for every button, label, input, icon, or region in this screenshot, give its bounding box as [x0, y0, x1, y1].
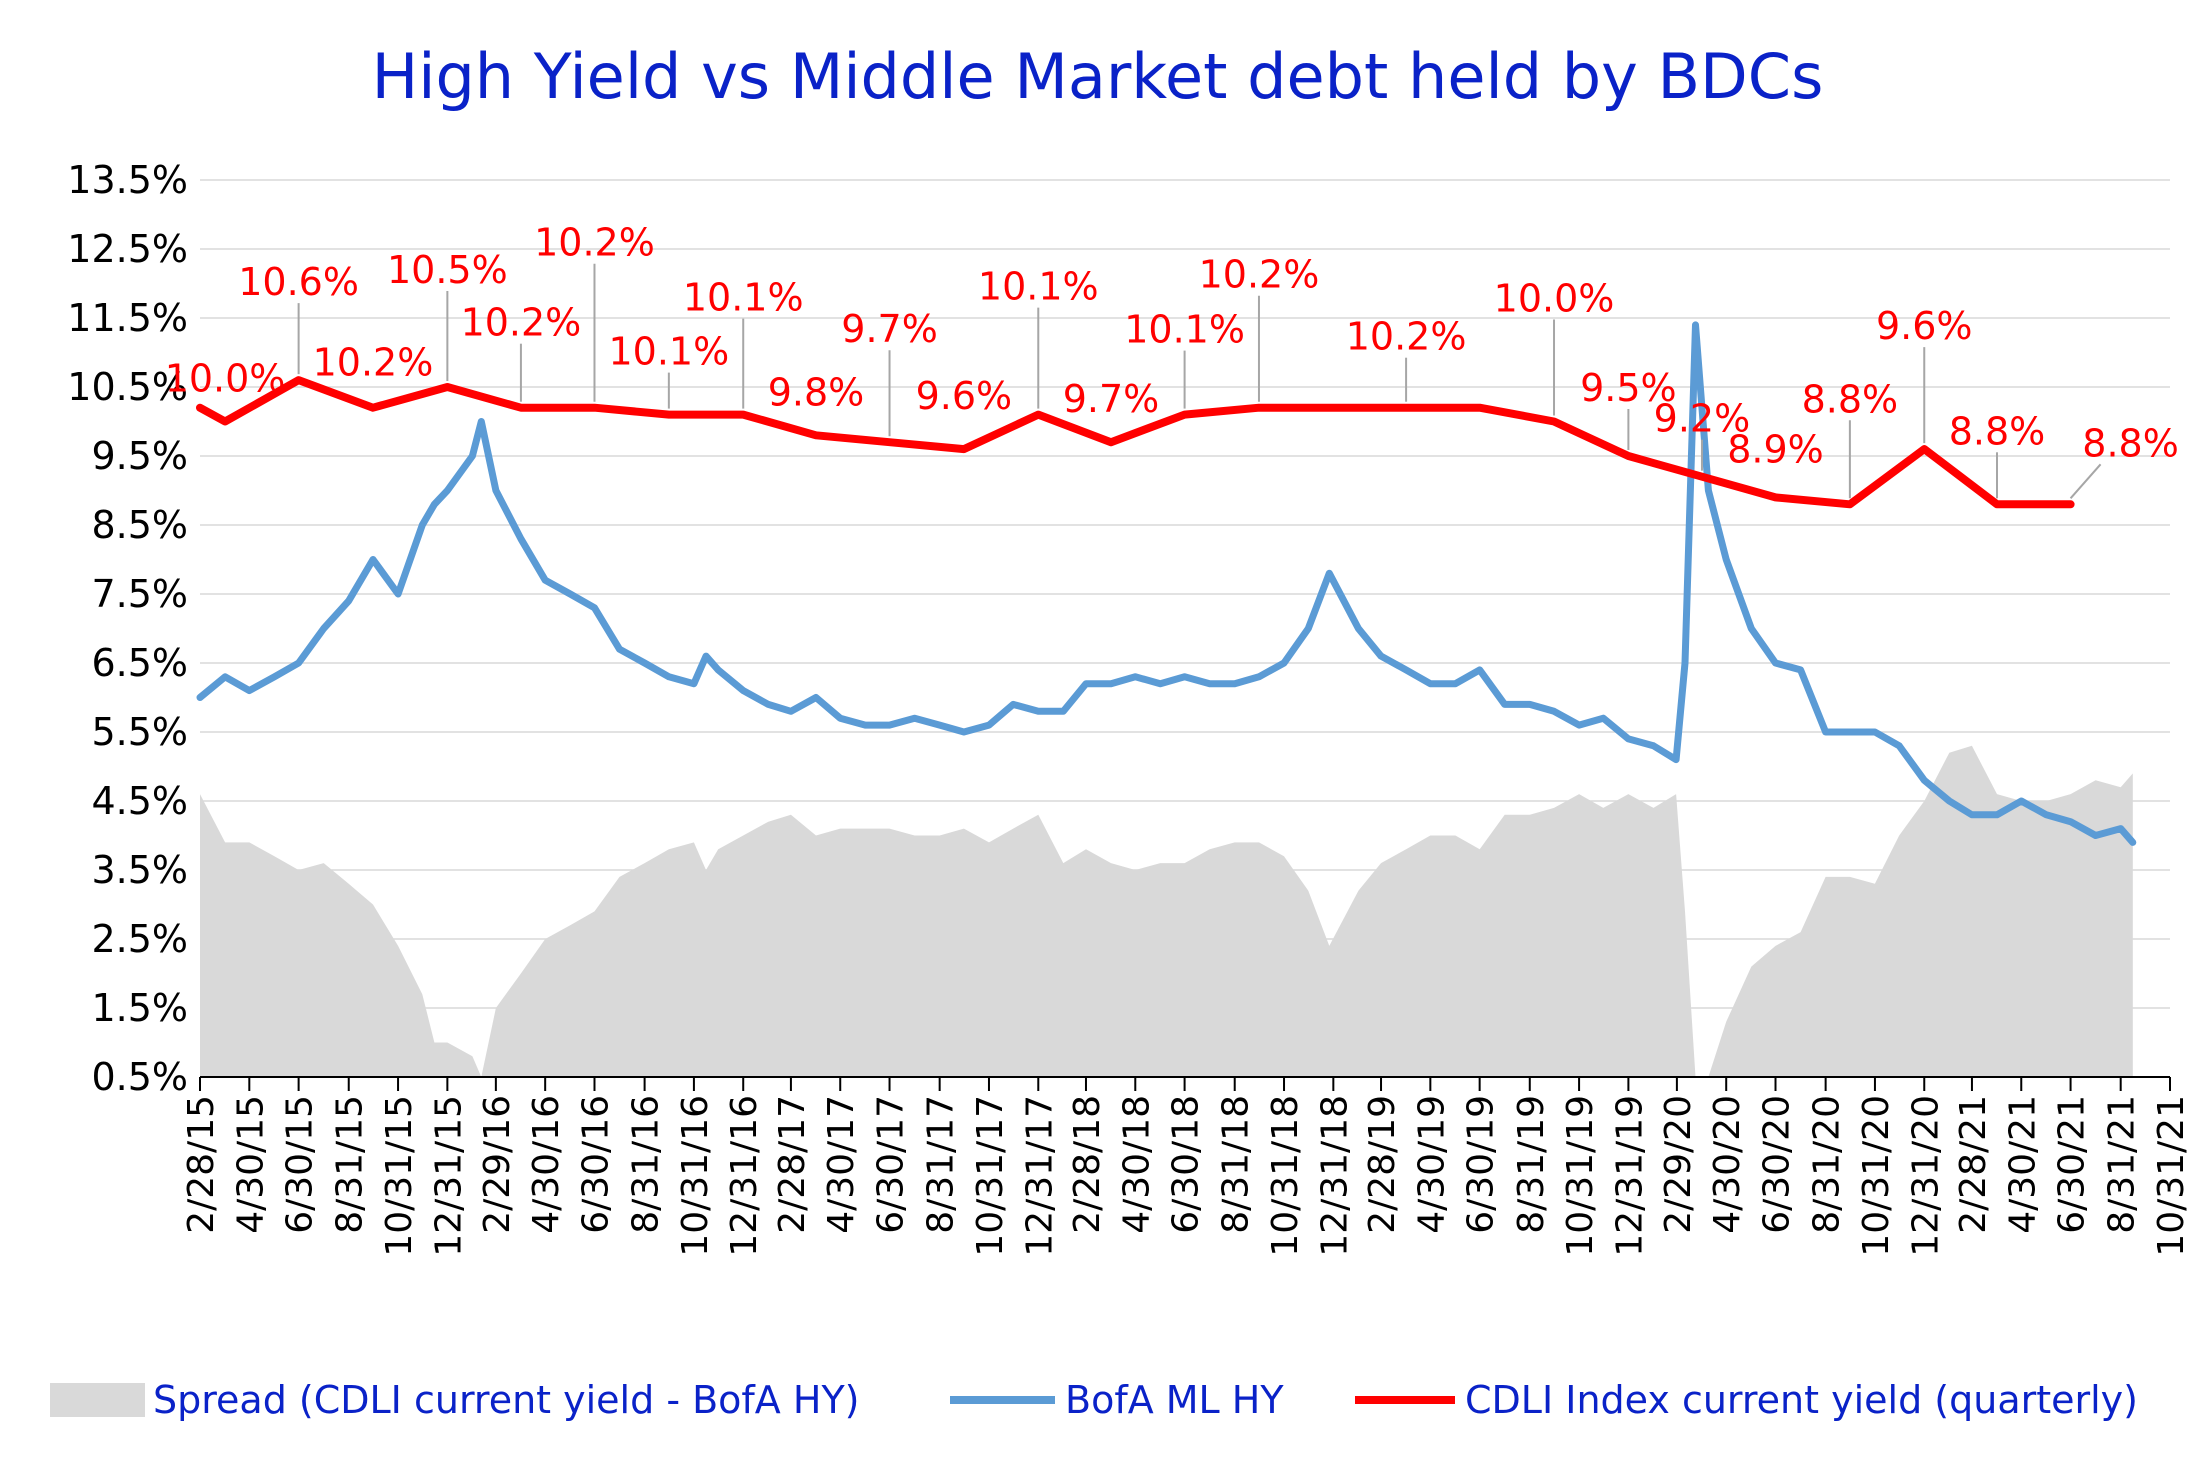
legend-swatch-cdli	[1355, 1396, 1455, 1404]
cdli-data-label: 10.6%	[238, 260, 359, 304]
cdli-data-label: 8.8%	[1949, 409, 2046, 453]
cdli-data-label: 9.6%	[916, 374, 1013, 418]
x-tick-label: 4/30/18	[1116, 1095, 1157, 1234]
cdli-data-label: 10.1%	[608, 330, 729, 374]
cdli-data-label: 10.0%	[1494, 277, 1615, 321]
cdli-data-label: 8.8%	[2082, 421, 2179, 465]
x-tick-label: 2/29/16	[477, 1095, 518, 1234]
x-tick-label: 2/28/21	[1953, 1095, 1994, 1234]
x-tick-label: 12/31/17	[1019, 1095, 1060, 1257]
y-tick-label: 12.5%	[67, 227, 188, 271]
chart-title: High Yield vs Middle Market debt held by…	[371, 40, 1824, 113]
legend-swatch-hy	[950, 1396, 1055, 1404]
x-tick-label: 8/31/19	[1511, 1095, 1552, 1234]
cdli-data-label: 10.0%	[165, 357, 286, 401]
y-tick-label: 4.5%	[91, 779, 188, 823]
x-tick-label: 6/30/17	[871, 1095, 912, 1234]
x-tick-label: 12/31/20	[1905, 1095, 1946, 1257]
x-tick-label: 8/31/21	[2102, 1095, 2143, 1234]
x-tick-label: 10/31/16	[675, 1095, 716, 1257]
y-tick-label: 7.5%	[91, 572, 188, 616]
x-tick-label: 6/30/16	[575, 1095, 616, 1234]
cdli-data-label: 9.5%	[1580, 366, 1677, 410]
x-tick-label: 8/31/15	[330, 1095, 371, 1234]
x-tick-label: 6/30/19	[1461, 1095, 1502, 1234]
x-tick-label: 2/29/20	[1658, 1095, 1699, 1234]
x-tick-label: 8/31/17	[921, 1095, 962, 1234]
x-tick-label: 12/31/18	[1314, 1095, 1355, 1257]
x-tick-label: 4/30/15	[230, 1095, 271, 1234]
x-tick-label: 4/30/17	[821, 1095, 862, 1234]
x-tick-label: 12/31/15	[428, 1095, 469, 1257]
x-tick-label: 2/28/17	[772, 1095, 813, 1234]
cdli-data-label: 10.1%	[1124, 308, 1245, 352]
cdli-data-label: 10.2%	[461, 301, 582, 345]
cdli-data-label: 9.6%	[1876, 304, 1973, 348]
cdli-data-label: 8.9%	[1727, 427, 1824, 471]
x-tick-label: 6/30/15	[280, 1095, 321, 1234]
cdli-data-label: 10.2%	[534, 221, 655, 265]
x-tick-label: 6/30/21	[2052, 1095, 2093, 1234]
cdli-data-label: 8.8%	[1802, 377, 1899, 421]
x-tick-label: 6/30/18	[1166, 1095, 1207, 1234]
x-tick-label: 2/28/18	[1067, 1095, 1108, 1234]
x-tick-label: 8/31/20	[1807, 1095, 1848, 1234]
x-tick-label: 10/31/17	[970, 1095, 1011, 1257]
y-tick-label: 5.5%	[91, 710, 188, 754]
y-tick-label: 10.5%	[67, 365, 188, 409]
legend-item-cdli: CDLI Index current yield (quarterly)	[1355, 1378, 2138, 1422]
cdli-data-label: 10.2%	[313, 341, 434, 385]
legend-label-hy: BofA ML HY	[1065, 1378, 1284, 1422]
x-tick-label: 10/31/18	[1265, 1095, 1306, 1257]
x-tick-label: 4/30/21	[2002, 1095, 2043, 1234]
x-tick-label: 2/28/19	[1362, 1095, 1403, 1234]
x-tick-label: 10/31/19	[1560, 1095, 1601, 1257]
x-tick-label: 12/31/19	[1609, 1095, 1650, 1257]
legend-item-spread: Spread (CDLI current yield - BofA HY)	[50, 1378, 860, 1422]
y-tick-label: 3.5%	[91, 848, 188, 892]
y-tick-label: 13.5%	[67, 158, 188, 202]
x-tick-label: 4/30/20	[1707, 1095, 1748, 1234]
legend-label-spread: Spread (CDLI current yield - BofA HY)	[153, 1378, 860, 1422]
series-hy-line	[196, 321, 2137, 846]
x-tick-label: 10/31/21	[2151, 1095, 2192, 1257]
y-tick-label: 11.5%	[67, 296, 188, 340]
x-tick-label: 8/31/16	[626, 1095, 667, 1234]
cdli-data-label: 9.8%	[768, 370, 865, 414]
cdli-data-label: 10.1%	[978, 265, 1099, 309]
x-tick-label: 2/28/15	[181, 1095, 222, 1234]
y-tick-label: 9.5%	[91, 434, 188, 478]
legend-item-hy: BofA ML HY	[950, 1378, 1284, 1422]
cdli-data-label: 9.7%	[841, 307, 938, 351]
series-spread-area	[200, 745, 2133, 1077]
cdli-data-label: 10.1%	[683, 276, 804, 320]
x-tick-label: 10/31/15	[379, 1095, 420, 1257]
y-tick-label: 1.5%	[91, 986, 188, 1030]
y-tick-label: 8.5%	[91, 503, 188, 547]
x-tick-label: 10/31/20	[1856, 1095, 1897, 1257]
legend: Spread (CDLI current yield - BofA HY) Bo…	[0, 1378, 2195, 1438]
x-tick-label: 6/30/20	[1757, 1095, 1798, 1234]
annotation-leader	[2069, 463, 2102, 499]
legend-label-cdli: CDLI Index current yield (quarterly)	[1465, 1378, 2138, 1422]
x-tick-label: 12/31/16	[724, 1095, 765, 1257]
cdli-data-label: 9.7%	[1063, 377, 1160, 421]
series-cdli-line	[196, 376, 2075, 509]
cdli-data-label: 10.2%	[1199, 253, 1320, 297]
x-tick-label: 4/30/16	[526, 1095, 567, 1234]
x-tick-label: 4/30/19	[1411, 1095, 1452, 1234]
cdli-data-label: 10.2%	[1346, 315, 1467, 359]
y-tick-label: 0.5%	[91, 1055, 188, 1099]
y-tick-label: 6.5%	[91, 641, 188, 685]
cdli-data-label: 10.5%	[387, 248, 508, 292]
legend-swatch-spread	[50, 1383, 145, 1417]
cdli-data-label: 9.2%	[1654, 397, 1751, 441]
y-tick-label: 2.5%	[91, 917, 188, 961]
x-tick-label: 8/31/18	[1216, 1095, 1257, 1234]
